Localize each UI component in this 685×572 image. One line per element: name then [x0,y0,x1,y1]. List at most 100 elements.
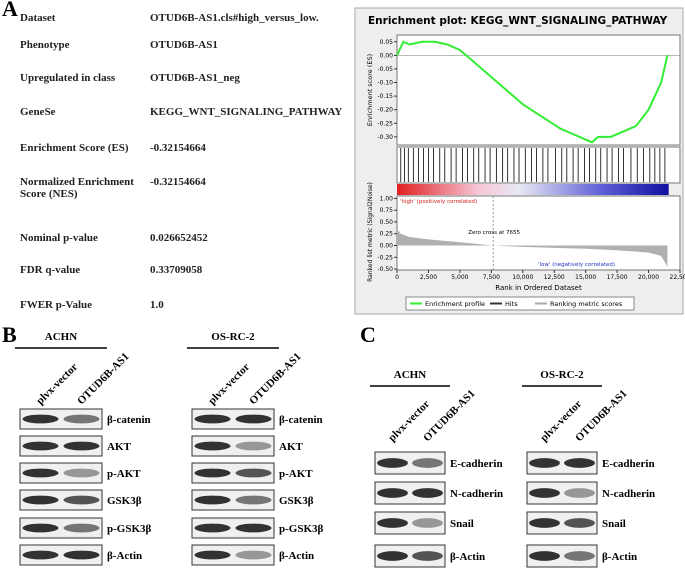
table-value: 0.026652452 [150,232,208,244]
x-tick-label: 10,000 [512,274,533,281]
band [412,551,443,561]
band [529,551,560,561]
band [235,495,272,505]
y-tick-label: 0.05 [380,39,394,46]
x-tick-label: 15,000 [575,274,596,281]
band [194,441,231,451]
band [63,414,100,424]
blot-frame [374,511,446,535]
metric-area-fill [397,229,668,267]
band [377,488,408,498]
protein-label: Snail [602,518,626,530]
x-tick-label: 17,500 [607,274,628,281]
panel-label: C [360,322,376,347]
lane-label: OTUD6B-AS1 [421,388,477,444]
cell-line: OS-RC-2 [540,369,584,381]
band [22,441,59,451]
band [235,550,272,560]
band [529,488,560,498]
band [22,495,59,505]
y-tick-label: -0.10 [377,80,393,87]
band [412,518,443,528]
metric-area [396,195,681,271]
lane-label: plvx-vector [34,361,80,407]
protein-label: β-catenin [107,414,151,426]
x-tick-label: 0 [395,274,399,281]
blot-frame [191,517,275,539]
es-curve [396,40,669,144]
table-value: OTUD6B-AS1.cls#high_versus_low. [150,12,319,24]
band [235,523,272,533]
y-tick-label: 0.25 [380,231,394,238]
band [63,523,100,533]
panel-label: A [2,0,18,21]
band [235,441,272,451]
y-tick-label: 0.75 [380,207,394,214]
band [564,551,595,561]
x-tick-label: 7,500 [483,274,500,281]
legend [405,296,635,311]
blot-frame [191,435,275,457]
band [194,550,231,560]
protein-label: p-AKT [107,468,141,480]
protein-label: β-Actin [279,550,314,562]
y-tick-label: -0.50 [377,266,393,273]
band [564,488,595,498]
panel-label: B [2,322,17,347]
y-tick-label: -0.20 [377,107,393,114]
blot-frame [19,408,103,430]
band [377,458,408,468]
y-tick-label: -0.30 [377,134,393,141]
x-tick-label: 12,500 [544,274,565,281]
table-label: FWER p-Value [20,299,93,311]
protein-label: N-cadherin [602,488,655,500]
cell-line: ACHN [394,369,426,381]
protein-label: GSK3β [279,495,314,507]
legend-label: Ranking metric scores [550,300,623,308]
table-label: Upregulated in class [20,72,116,84]
band [22,550,59,560]
y-axis-label: Enrichment score (ES) [366,54,374,126]
band [22,523,59,533]
cell-line: OS-RC-2 [211,331,255,343]
blot-frame [526,451,598,475]
y-tick-label: 0.00 [380,243,394,250]
table-label: Enrichment Score (ES) [20,142,129,154]
protein-label: E-cadherin [602,458,655,470]
hits-area [396,146,681,184]
x-tick-label: 2,500 [420,274,437,281]
band [22,414,59,424]
blot-frame [19,517,103,539]
x-axis-label: Rank in Ordered Dataset [495,284,582,292]
table-label: Nominal p-value [20,232,98,244]
table-value: KEGG_WNT_SIGNALING_PATHWAY [150,106,343,118]
plot-title: Enrichment plot: KEGG_WNT_SIGNALING_PATH… [368,15,668,27]
annotation: Zero cross at 7655 [468,230,520,236]
blot-frame [374,544,446,568]
blot-frame [19,489,103,511]
band [377,518,408,528]
y-tick-label: -0.05 [377,66,393,73]
band [412,458,443,468]
blot-frame [191,489,275,511]
blot-frame [526,481,598,505]
blot-frame [526,511,598,535]
band [235,414,272,424]
x-tick-label: 20,000 [638,274,659,281]
annotation: 'low' (negatively correlated) [538,262,615,268]
protein-label: β-Actin [107,550,142,562]
legend-label: Enrichment profile [425,300,485,308]
band [63,550,100,560]
band [22,468,59,478]
protein-label: β-Actin [602,551,637,563]
table-value: -0.32154664 [150,176,206,188]
blot-frame [374,481,446,505]
band [63,468,100,478]
band [564,458,595,468]
table-value: 1.0 [150,299,164,311]
protein-label: β-Actin [450,551,485,563]
blot-frame [191,544,275,566]
band [194,495,231,505]
